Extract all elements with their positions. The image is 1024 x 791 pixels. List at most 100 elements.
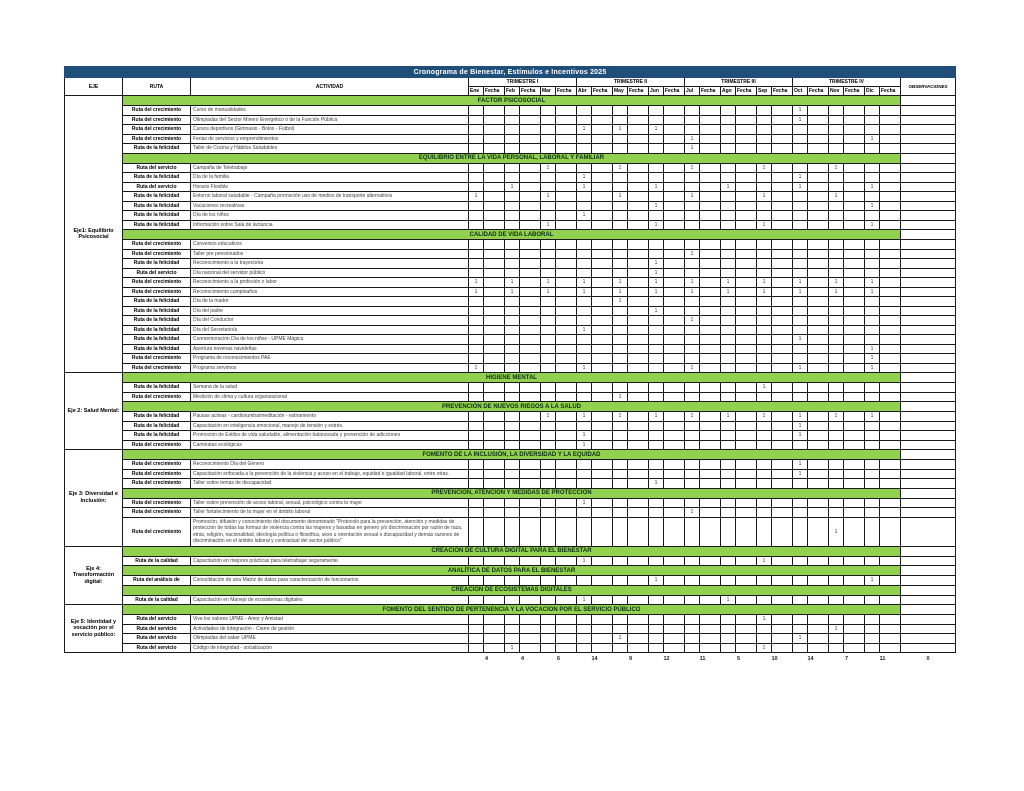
fecha-cell <box>483 478 505 489</box>
fecha-cell <box>699 411 721 422</box>
month-cell <box>720 258 736 269</box>
fecha-cell <box>807 623 829 634</box>
month-cell <box>504 507 520 518</box>
fecha-cell <box>555 382 577 393</box>
actividad-cell: Consolidación de una Matriz de datos par… <box>190 575 469 586</box>
activity-row: Ruta de la calidad Capacitación en Manejo… <box>65 594 957 605</box>
month-cell <box>576 334 592 345</box>
fecha-cell <box>879 623 901 634</box>
fecha-cell <box>555 353 577 364</box>
month-cell <box>792 133 808 144</box>
actividad-cell: Día de la familia <box>190 172 469 183</box>
observaciones-cell <box>899 152 957 164</box>
month-cell <box>648 642 664 653</box>
fecha-cell <box>699 430 721 441</box>
fecha-cell <box>591 305 613 316</box>
fecha-cell <box>843 315 865 326</box>
month-cell <box>468 642 484 653</box>
ruta-cell: Ruta del crecimiento <box>122 239 191 250</box>
actividad-cell: Taller fortalecimiento de la mujer en el… <box>190 507 469 518</box>
fecha-cell <box>519 623 541 634</box>
month-cell: 1 <box>648 305 664 316</box>
month-cell <box>684 459 700 470</box>
month-cell <box>792 315 808 326</box>
month-cell <box>792 623 808 634</box>
month-cell <box>756 362 772 373</box>
month-cell: 1 <box>648 200 664 211</box>
month-cell <box>720 497 736 508</box>
month-cell <box>684 468 700 479</box>
fecha-header-cell: Fecha <box>483 86 505 96</box>
month-cell: 1 <box>792 420 808 431</box>
fecha-cell <box>735 594 757 605</box>
fecha-cell <box>843 430 865 441</box>
fecha-cell <box>663 411 685 422</box>
fecha-cell <box>807 411 829 422</box>
actividad-cell: Día del Secretario/a <box>190 324 469 335</box>
month-cell <box>468 555 484 566</box>
fecha-header-cell: Fecha <box>807 86 829 96</box>
fecha-cell <box>807 181 829 192</box>
ruta-cell: Ruta de la felicidad <box>122 200 191 211</box>
section-title: PREVENCIÓN DE NUEVOS RIEGOS A LA SALUD <box>122 401 901 412</box>
month-cell <box>612 133 628 144</box>
month-header-cell: Jun <box>648 86 664 96</box>
fecha-cell <box>627 633 649 644</box>
activity-row: Ruta del servicio Código de integridad - … <box>65 642 957 653</box>
fecha-cell <box>735 478 757 489</box>
fecha-cell <box>771 382 793 393</box>
actividad-cell: Día del padre <box>190 305 469 316</box>
month-cell <box>540 133 556 144</box>
fecha-cell <box>627 468 649 479</box>
fecha-cell <box>663 594 685 605</box>
month-cell: 1 <box>540 411 556 422</box>
activity-row: Ruta del crecimiento Promoción, difusión … <box>65 516 957 547</box>
fecha-cell <box>771 248 793 259</box>
section-title: PREVENCIÓN, ATENCIÓN Y MEDIDAS DE PROTEC… <box>122 487 901 499</box>
observaciones-cell <box>899 258 957 269</box>
month-cell <box>720 478 736 489</box>
fecha-cell <box>555 133 577 144</box>
fecha-cell <box>591 219 613 230</box>
fecha-cell <box>483 382 505 393</box>
month-cell <box>864 555 880 566</box>
month-cell <box>612 594 628 605</box>
fecha-cell <box>771 362 793 373</box>
fecha-header-cell: Fecha <box>771 86 793 96</box>
month-cell <box>720 296 736 307</box>
month-cell: 1 <box>864 277 880 288</box>
fecha-cell <box>771 420 793 431</box>
fecha-cell <box>591 277 613 288</box>
fecha-cell <box>519 459 541 470</box>
fecha-cell <box>807 277 829 288</box>
fecha-cell <box>519 555 541 566</box>
month-cell: 1 <box>864 286 880 297</box>
month-header-cell: Feb <box>504 86 520 96</box>
month-cell <box>792 575 808 586</box>
activity-row: Ruta de la felicidad Entorno laboral salu… <box>65 191 957 202</box>
month-cell <box>576 507 592 518</box>
month-cell <box>648 105 664 116</box>
month-cell <box>756 507 772 518</box>
actividad-cell: Capacitación enfocada a la prevención de… <box>190 468 469 479</box>
month-cell <box>756 439 772 450</box>
fecha-cell <box>591 114 613 125</box>
fecha-cell <box>591 172 613 183</box>
month-cell <box>468 315 484 326</box>
fecha-cell <box>735 219 757 230</box>
month-cell <box>576 133 592 144</box>
month-cell <box>756 353 772 364</box>
fecha-cell <box>807 343 829 354</box>
fecha-cell <box>591 633 613 644</box>
ruta-cell: Ruta de la felicidad <box>122 191 191 202</box>
eje-label: Eje 4: Transformación digital: <box>64 545 123 605</box>
month-cell: 1 <box>612 277 628 288</box>
month-cell <box>504 555 520 566</box>
month-cell <box>828 430 844 441</box>
section-band-row: CALIDAD DE VIDA LABORAL <box>65 229 957 240</box>
month-cell: 1 <box>756 191 772 202</box>
fecha-cell <box>735 391 757 402</box>
fecha-cell <box>519 411 541 422</box>
section-title: FOMENTO DEL SENTIDO DE PERTENENCIA Y LA … <box>122 604 901 615</box>
fecha-cell <box>483 516 505 547</box>
